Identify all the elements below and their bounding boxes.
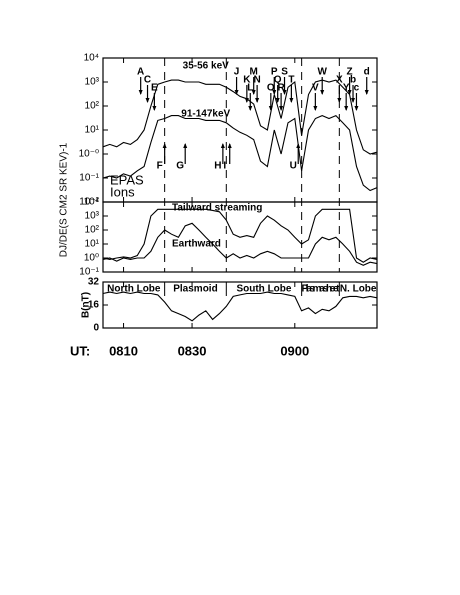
event-label: P bbox=[271, 67, 278, 78]
event-arrowhead bbox=[145, 98, 150, 103]
event-label: J bbox=[234, 67, 240, 78]
event-arrowhead bbox=[354, 106, 359, 111]
series-line bbox=[102, 114, 378, 192]
region-label: North Lobe bbox=[107, 284, 161, 295]
event-arrowhead bbox=[248, 106, 253, 111]
series-line bbox=[102, 291, 378, 322]
series-label: Earthward bbox=[172, 239, 221, 250]
event-label: Q bbox=[274, 75, 282, 86]
y-tick-label: 16 bbox=[88, 300, 100, 311]
series-label: 91-147keV bbox=[181, 109, 230, 120]
event-arrowhead bbox=[272, 90, 277, 95]
event-arrowhead bbox=[344, 106, 349, 111]
y-tick-label: 10⁰ bbox=[84, 253, 99, 264]
event-label: K bbox=[243, 75, 251, 86]
y-tick-label: 10⁻² bbox=[79, 197, 99, 208]
event-label: G bbox=[176, 161, 184, 172]
event-arrowhead bbox=[282, 90, 287, 95]
event-label: C bbox=[144, 75, 151, 86]
y-tick-label: 10² bbox=[85, 101, 100, 112]
event-label: d bbox=[364, 67, 370, 78]
y-tick-label: 10² bbox=[85, 225, 100, 236]
event-arrowhead bbox=[364, 90, 369, 95]
event-label: M bbox=[250, 67, 258, 78]
event-label: F bbox=[157, 161, 163, 172]
event-arrowhead bbox=[162, 143, 167, 148]
x-axis-label: UT: bbox=[70, 343, 90, 358]
y-tick-label: 10³ bbox=[85, 77, 100, 88]
x-tick-label: 0900 bbox=[280, 343, 309, 358]
event-label: E bbox=[151, 83, 158, 94]
event-label: Z bbox=[347, 67, 353, 78]
x-tick-label: 0830 bbox=[178, 343, 207, 358]
y-tick-label: 10⁻¹ bbox=[79, 173, 99, 184]
event-label: Y bbox=[343, 83, 350, 94]
event-arrowhead bbox=[244, 98, 249, 103]
region-label: Plasmoid bbox=[173, 284, 217, 295]
region-label: Plasma sheet bbox=[301, 284, 340, 295]
y-tick-label: 10⁴ bbox=[84, 53, 99, 64]
event-label: L bbox=[247, 83, 253, 94]
x-tick-label: 0810 bbox=[109, 343, 138, 358]
event-arrowhead bbox=[183, 143, 188, 148]
event-label: A bbox=[137, 67, 144, 78]
series-label: Tailward streaming bbox=[172, 203, 262, 214]
event-label: T bbox=[288, 75, 294, 86]
y-axis-label: B(nT) bbox=[81, 292, 92, 318]
event-label: O bbox=[267, 83, 275, 94]
event-label: V bbox=[312, 83, 319, 94]
event-label: W bbox=[317, 67, 327, 78]
event-label: H bbox=[214, 161, 221, 172]
region-label: N. Lobe bbox=[340, 284, 377, 295]
event-arrowhead bbox=[268, 106, 273, 111]
event-arrowhead bbox=[313, 106, 318, 111]
event-arrowhead bbox=[296, 143, 301, 148]
event-arrowhead bbox=[351, 98, 356, 103]
y-tick-label: 10⁴ bbox=[84, 197, 99, 208]
event-arrowhead bbox=[347, 90, 352, 95]
event-label: c bbox=[354, 83, 360, 94]
event-arrowhead bbox=[152, 106, 157, 111]
event-arrowhead bbox=[234, 90, 239, 95]
event-label: R bbox=[277, 83, 285, 94]
y-tick-label: 10⁻⁰ bbox=[79, 149, 99, 160]
annotation: EPAS bbox=[110, 172, 144, 187]
annotation: Ions bbox=[110, 184, 135, 199]
event-arrowhead bbox=[275, 98, 280, 103]
event-label: I bbox=[223, 161, 226, 172]
event-label: N bbox=[254, 75, 261, 86]
series-line bbox=[102, 222, 378, 266]
event-arrowhead bbox=[138, 90, 143, 95]
event-arrowhead bbox=[220, 143, 225, 148]
event-arrowhead bbox=[251, 90, 256, 95]
event-arrowhead bbox=[289, 98, 294, 103]
event-arrowhead bbox=[255, 98, 260, 103]
y-tick-label: 10⁻¹ bbox=[79, 267, 99, 278]
series-line bbox=[102, 79, 378, 155]
event-arrowhead bbox=[279, 106, 284, 111]
y-tick-label: 10³ bbox=[85, 211, 100, 222]
event-label: b bbox=[350, 75, 356, 86]
region-label: South Lobe bbox=[236, 284, 291, 295]
series-label: 35-56 keV bbox=[183, 61, 229, 72]
y-tick-label: 10¹ bbox=[85, 239, 100, 250]
y-tick-label: 0 bbox=[93, 323, 99, 334]
series-line bbox=[102, 208, 378, 263]
event-arrowhead bbox=[227, 143, 232, 148]
event-label: X bbox=[336, 75, 343, 86]
event-arrowhead bbox=[337, 98, 342, 103]
panel-frame bbox=[102, 201, 378, 273]
y-tick-label: 10¹ bbox=[85, 125, 100, 136]
y-tick-label: 32 bbox=[88, 277, 100, 288]
event-label: U bbox=[290, 161, 297, 172]
event-label: S bbox=[281, 67, 288, 78]
event-arrowhead bbox=[320, 90, 325, 95]
y-axis-label: DJ/DE(S CM2 SR KEV)-1 bbox=[59, 142, 70, 257]
